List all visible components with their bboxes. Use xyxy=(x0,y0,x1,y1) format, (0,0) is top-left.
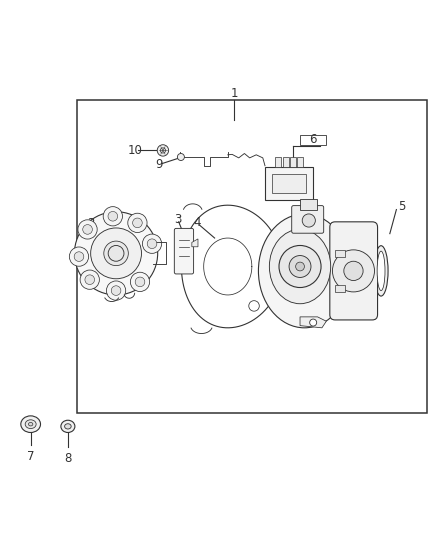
Circle shape xyxy=(147,239,157,248)
Ellipse shape xyxy=(258,214,350,328)
Circle shape xyxy=(78,220,97,239)
FancyBboxPatch shape xyxy=(174,229,194,274)
Bar xyxy=(283,157,289,167)
Text: 1: 1 xyxy=(230,87,238,100)
Text: 4: 4 xyxy=(193,216,201,229)
Text: 3: 3 xyxy=(174,213,181,225)
Bar xyxy=(335,250,345,257)
Circle shape xyxy=(344,261,363,280)
Circle shape xyxy=(91,228,141,279)
Circle shape xyxy=(177,154,184,160)
FancyBboxPatch shape xyxy=(330,222,378,320)
Text: 5: 5 xyxy=(399,200,406,213)
Ellipse shape xyxy=(21,416,40,432)
Circle shape xyxy=(80,270,99,289)
Circle shape xyxy=(142,234,162,253)
Circle shape xyxy=(296,262,304,271)
Circle shape xyxy=(104,241,128,265)
Text: 9: 9 xyxy=(155,158,162,172)
Bar xyxy=(297,157,303,167)
Bar xyxy=(335,285,345,292)
Ellipse shape xyxy=(377,251,385,290)
Circle shape xyxy=(83,224,92,234)
Bar xyxy=(300,135,326,145)
Ellipse shape xyxy=(25,420,36,429)
Circle shape xyxy=(69,247,88,266)
Polygon shape xyxy=(300,317,326,328)
Text: 8: 8 xyxy=(64,452,71,465)
Circle shape xyxy=(131,272,150,292)
Text: 7: 7 xyxy=(27,449,35,463)
Bar xyxy=(272,174,306,193)
Circle shape xyxy=(128,213,147,232)
Ellipse shape xyxy=(269,229,331,304)
Circle shape xyxy=(135,277,145,287)
Circle shape xyxy=(279,246,321,287)
Circle shape xyxy=(160,148,166,153)
Bar xyxy=(275,157,281,167)
Text: 6: 6 xyxy=(309,133,317,146)
Circle shape xyxy=(289,255,311,278)
Circle shape xyxy=(133,218,142,228)
Circle shape xyxy=(103,207,123,226)
Circle shape xyxy=(108,212,118,221)
Bar xyxy=(77,100,427,413)
Polygon shape xyxy=(192,239,198,247)
FancyBboxPatch shape xyxy=(292,206,324,233)
Circle shape xyxy=(111,286,121,295)
Text: 2: 2 xyxy=(87,217,95,230)
Ellipse shape xyxy=(65,424,71,429)
Circle shape xyxy=(106,281,126,300)
Circle shape xyxy=(157,145,169,156)
Circle shape xyxy=(85,275,95,285)
Circle shape xyxy=(249,301,259,311)
Circle shape xyxy=(74,212,158,295)
Circle shape xyxy=(74,252,84,261)
Circle shape xyxy=(332,250,374,292)
Circle shape xyxy=(108,246,124,261)
Ellipse shape xyxy=(28,423,33,426)
Ellipse shape xyxy=(61,420,75,432)
Circle shape xyxy=(302,214,315,227)
Text: 10: 10 xyxy=(127,144,142,157)
Bar xyxy=(265,167,313,200)
Ellipse shape xyxy=(374,246,388,296)
Circle shape xyxy=(310,319,317,326)
Bar xyxy=(300,199,317,209)
Bar xyxy=(290,157,296,167)
